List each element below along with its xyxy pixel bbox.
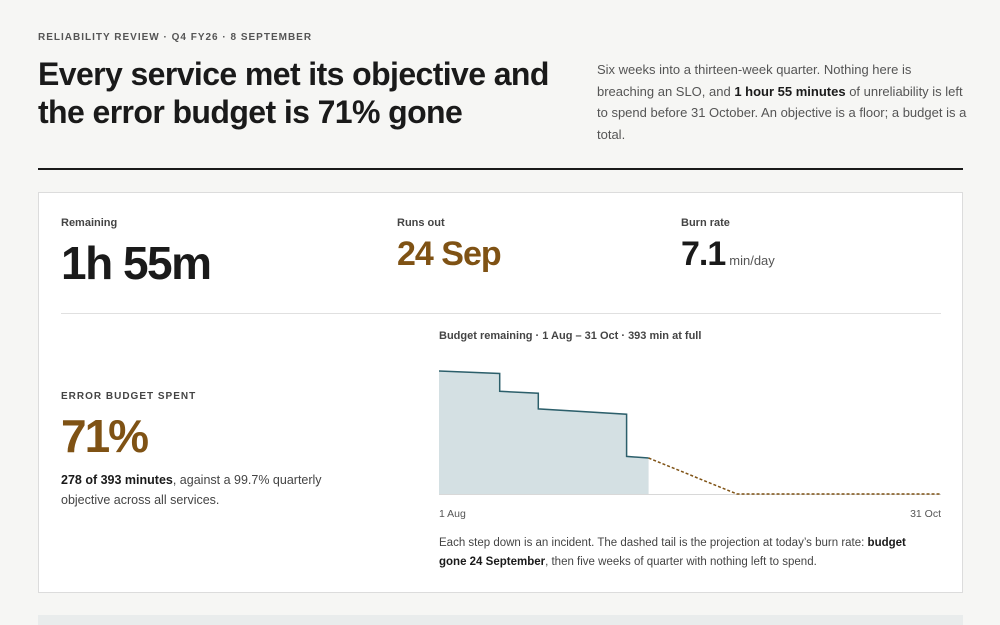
budget-chart: 1 Aug 31 Oct: [439, 370, 941, 520]
caption-part-1: Each step down is an incident. The dashe…: [439, 537, 868, 549]
caption-part-2: , then five weeks of quarter with nothin…: [545, 556, 817, 568]
x-tick-start: 1 Aug: [439, 508, 466, 520]
intro-part-1: Six weeks into a thirteen-week quarter. …: [597, 62, 912, 99]
spent-note: 278 of 393 minutes, against a 99.7% quar…: [61, 470, 351, 510]
remaining-label: Remaining: [61, 217, 118, 229]
burn-rate-number: 7.1: [681, 235, 726, 273]
burn-rate-label: Burn rate: [681, 217, 730, 229]
spent-value: 71%: [61, 410, 149, 462]
remaining-value: 1h 55m: [61, 237, 212, 289]
burn-rate-value: 7.1 min/day: [681, 237, 775, 271]
intro-text: Six weeks into a thirteen-week quarter. …: [597, 59, 967, 145]
intro-part-2: of unreliability is left to spend before…: [597, 83, 967, 142]
burn-rate-unit: min/day: [729, 253, 775, 268]
spent-note-rest: , against a 99.7% quarterly objective ac…: [61, 473, 322, 507]
budget-projection-line: [648, 457, 941, 495]
caption-bold: budget gone 24 September: [439, 537, 906, 568]
page-title: Every service met its objective and the …: [38, 56, 549, 130]
runs-out-value: 24 Sep: [397, 235, 502, 273]
chart-title: Budget remaining · 1 Aug – 31 Oct · 393 …: [439, 330, 702, 342]
card-divider: [61, 313, 941, 314]
header-rule: [38, 168, 963, 170]
next-section-edge: [38, 615, 963, 625]
spent-note-bold: 278 of 393 minutes: [61, 473, 173, 487]
budget-actual-line: [439, 370, 649, 459]
intro-bold: 1 hour 55 minutes: [734, 83, 846, 99]
budget-area-fill: [439, 371, 649, 494]
budget-card: Remaining 1h 55m Runs out 24 Sep Burn ra…: [38, 192, 963, 593]
runs-out-label: Runs out: [397, 217, 445, 229]
spent-label: ERROR BUDGET SPENT: [61, 391, 197, 402]
chart-caption: Each step down is an incident. The dashe…: [439, 534, 929, 572]
x-tick-end: 31 Oct: [910, 508, 941, 520]
eyebrow: RELIABILITY REVIEW · Q4 FY26 · 8 SEPTEMB…: [38, 32, 313, 43]
